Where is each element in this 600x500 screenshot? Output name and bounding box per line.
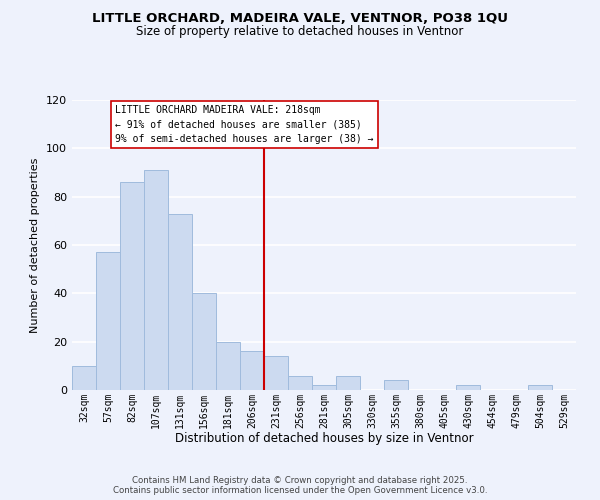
Bar (120, 182, 144, 390)
Bar (192, 294, 216, 390)
Bar (312, 385, 336, 390)
Text: Size of property relative to detached houses in Ventnor: Size of property relative to detached ho… (136, 25, 464, 38)
X-axis label: Distribution of detached houses by size in Ventnor: Distribution of detached houses by size … (175, 432, 473, 445)
Text: LITTLE ORCHARD, MADEIRA VALE, VENTNOR, PO38 1QU: LITTLE ORCHARD, MADEIRA VALE, VENTNOR, P… (92, 12, 508, 26)
Bar (384, 380, 408, 390)
Text: LITTLE ORCHARD MADEIRA VALE: 218sqm
← 91% of detached houses are smaller (385)
9: LITTLE ORCHARD MADEIRA VALE: 218sqm ← 91… (115, 105, 374, 144)
Text: Contains public sector information licensed under the Open Government Licence v3: Contains public sector information licen… (113, 486, 487, 495)
Bar (96, 252, 120, 390)
Bar (528, 385, 552, 390)
Bar (72, 366, 96, 390)
Y-axis label: Number of detached properties: Number of detached properties (31, 158, 40, 332)
Bar (336, 376, 360, 390)
Bar (264, 356, 288, 390)
Bar (456, 385, 480, 390)
Bar (240, 352, 264, 390)
Bar (288, 376, 312, 390)
Bar (216, 342, 240, 390)
Bar (168, 214, 192, 390)
Text: Contains HM Land Registry data © Crown copyright and database right 2025.: Contains HM Land Registry data © Crown c… (132, 476, 468, 485)
Bar (144, 170, 168, 390)
